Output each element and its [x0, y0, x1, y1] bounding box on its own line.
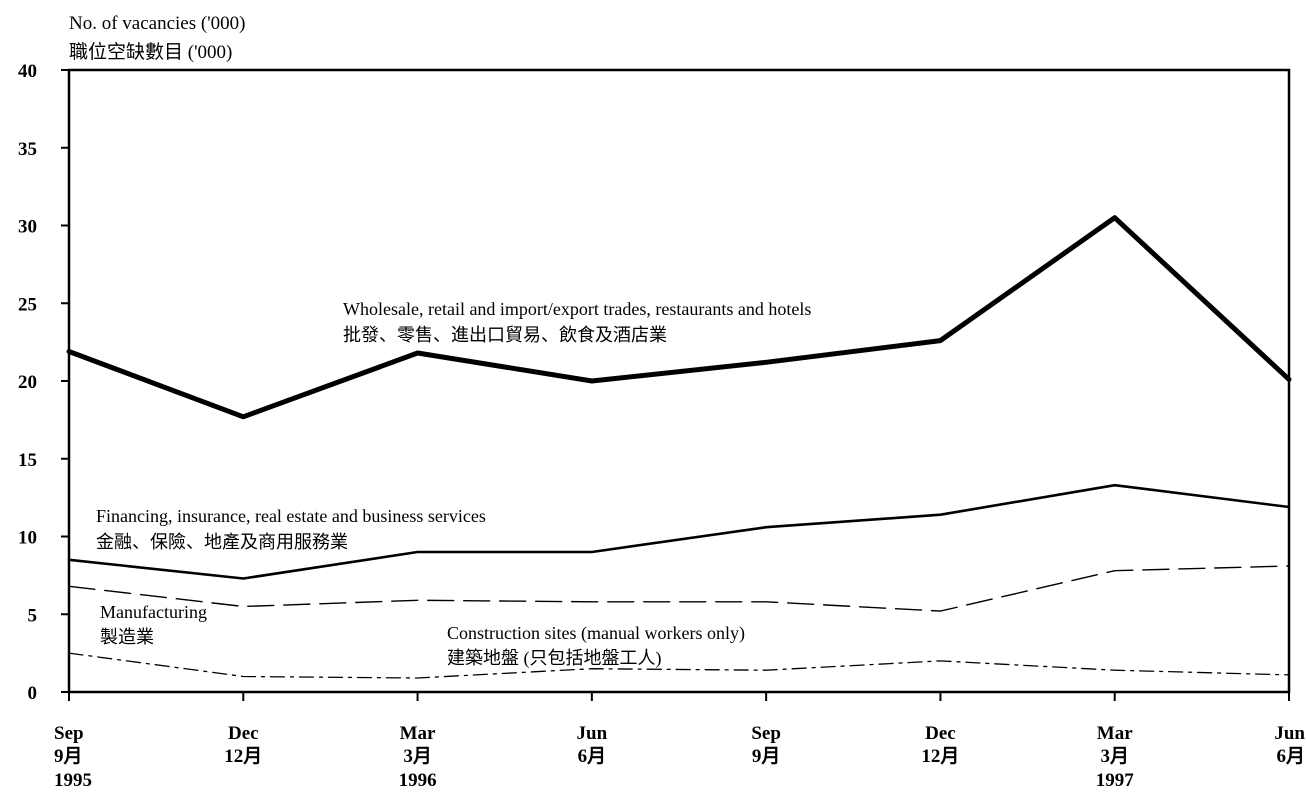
series-label-wholesale-zh: 批發、零售、進出口貿易、飲食及酒店業 [343, 325, 667, 345]
x-tick-label-month: Sep [54, 723, 84, 744]
y-tick-label: 35 [18, 139, 37, 160]
x-tick-label-year: 1997 [1096, 770, 1135, 791]
series-label-construction-zh: 建築地盤 (只包括地盤工人) [447, 648, 662, 669]
x-tick-label-month: Sep [751, 723, 781, 744]
series-line-2 [68, 565, 1290, 612]
x-tick-label-month-zh: 9月 [54, 746, 83, 767]
x-tick-label-month: Jun [1274, 723, 1305, 744]
x-tick-label-month-zh: 12月 [921, 746, 959, 767]
y-axis-label-zh: 職位空缺數目 ('000) [69, 41, 232, 63]
series-line-1 [67, 483, 1291, 580]
series-line-0 [66, 215, 1292, 420]
series-label-manufacturing: Manufacturing [100, 602, 207, 622]
y-tick-label: 20 [18, 372, 37, 393]
x-tick-label-month-zh: 12月 [224, 746, 262, 767]
x-tick-label-month-zh: 9月 [752, 746, 781, 767]
series-layer [66, 215, 1292, 679]
x-tick-label-month: Mar [1097, 723, 1133, 744]
x-tick-label-month-zh: 3月 [1100, 746, 1129, 767]
x-tick-label-month: Dec [228, 723, 259, 744]
y-axis-label: No. of vacancies ('000) [69, 13, 245, 34]
y-tick-label: 40 [18, 61, 37, 82]
x-tick-label-year: 1995 [54, 770, 92, 791]
y-axis: 0 5 10 15 20 25 30 35 40 [18, 61, 69, 704]
series-label-construction: Construction sites (manual workers only) [447, 623, 745, 644]
x-tick-label-month: Mar [400, 723, 436, 744]
series-label-financing: Financing, insurance, real estate and bu… [96, 506, 486, 526]
y-tick-label: 25 [18, 294, 37, 315]
y-tick-label: 30 [18, 217, 37, 238]
x-tick-label-year: 1996 [399, 770, 437, 791]
y-tick-label: 0 [28, 683, 38, 704]
x-tick-label-month: Dec [925, 723, 956, 744]
x-axis: Sep9月1995Dec12月Mar3月1996Jun6月Sep9月Dec12月… [54, 692, 1305, 791]
plot-frame [67, 68, 1291, 694]
y-tick-label: 15 [18, 450, 37, 471]
x-tick-label-month-zh: 6月 [1276, 746, 1305, 767]
series-label-manufacturing-zh: 製造業 [100, 627, 154, 647]
y-tick-label: 5 [28, 605, 38, 626]
x-tick-label-month-zh: 6月 [578, 746, 607, 767]
x-tick-label-month-zh: 3月 [403, 746, 432, 767]
series-line-3 [68, 652, 1290, 679]
x-tick-label-month: Jun [577, 723, 608, 744]
series-label-financing-zh: 金融、保險、地產及商用服務業 [96, 532, 348, 552]
y-tick-label: 10 [18, 528, 37, 549]
series-label-wholesale: Wholesale, retail and import/export trad… [343, 299, 811, 319]
